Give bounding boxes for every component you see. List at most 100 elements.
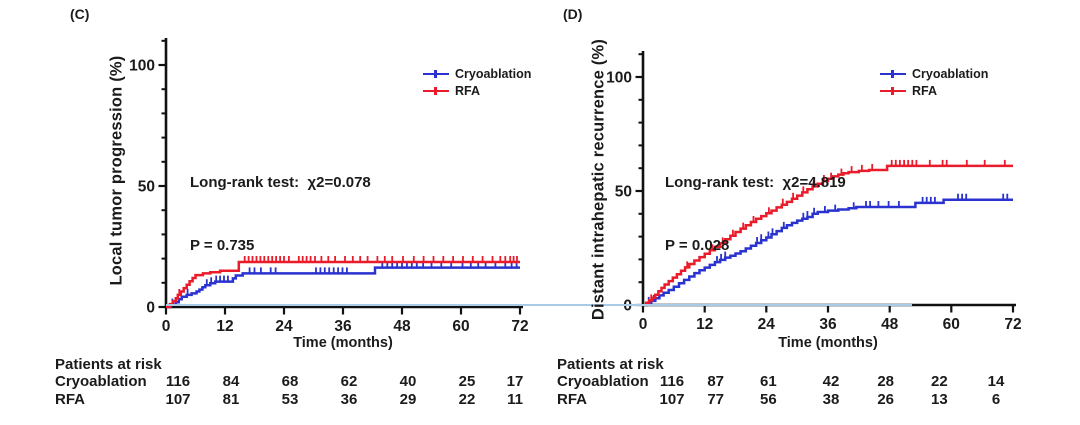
y-tick-label: 100 xyxy=(129,58,155,75)
censor-tick-glyph xyxy=(891,69,894,78)
risk-count: 13 xyxy=(930,391,948,408)
risk-count: 68 xyxy=(281,373,299,390)
risk-count: 11 xyxy=(507,391,523,408)
risk-count: 87 xyxy=(707,373,724,390)
baseline-artifact-line xyxy=(166,304,912,306)
y-tick-label: 50 xyxy=(615,184,632,201)
risk-count: 61 xyxy=(759,373,777,390)
x-tick-label: 48 xyxy=(393,318,411,335)
risk-row-label: RFA xyxy=(55,391,85,408)
x-tick-label: 36 xyxy=(334,318,352,335)
panel-d-legend-item-cryoablation: Cryoablation xyxy=(880,67,988,81)
risk-row-values: 116 84 68 62 40 25 17 xyxy=(0,373,1080,390)
risk-count: 25 xyxy=(458,373,476,390)
panel-c-risk-header: Patients at risk xyxy=(55,356,162,373)
risk-count: 116 xyxy=(165,373,191,390)
cryoablation-curve xyxy=(166,266,520,309)
panel-d-x-axis-title: Time (months) xyxy=(778,335,878,351)
cryoablation-line-swatch xyxy=(423,69,449,78)
risk-count: 42 xyxy=(822,373,840,390)
risk-count: 22 xyxy=(458,391,476,408)
x-tick-label: 36 xyxy=(819,316,837,333)
risk-row-label: Cryoablation xyxy=(55,373,147,390)
panel-d-risk-row-rfa: RFA 107 77 56 38 26 13 6 xyxy=(0,391,1080,408)
x-tick-label: 24 xyxy=(275,318,293,335)
y-tick-label: 0 xyxy=(623,298,632,315)
risk-row-label: RFA xyxy=(557,391,587,408)
risk-count: 6 xyxy=(991,391,1001,408)
risk-count: 28 xyxy=(877,373,894,390)
legend-label-cryoablation: Cryoablation xyxy=(455,67,532,81)
legend-label-cryoablation: Cryoablation xyxy=(912,67,989,81)
cryoablation-line-swatch xyxy=(880,69,906,78)
risk-count: 77 xyxy=(707,391,724,408)
rfa-censor-ticks xyxy=(650,159,1006,302)
risk-count: 107 xyxy=(165,391,191,408)
risk-row-values: 116 87 61 42 28 22 14 xyxy=(0,373,1080,390)
risk-row-label: Cryoablation xyxy=(557,373,649,390)
x-tick-label: 0 xyxy=(639,316,648,333)
rfa-censor-ticks xyxy=(178,256,518,296)
risk-count: 53 xyxy=(281,391,299,408)
risk-count: 38 xyxy=(822,391,840,408)
panel-d-logrank-text: Long-rank test: χ2=4.819 xyxy=(665,174,846,191)
censor-tick-glyph xyxy=(891,86,894,95)
panel-d-legend-item-rfa: RFA xyxy=(880,84,937,98)
risk-count: 116 xyxy=(659,373,685,390)
rfa-curve xyxy=(643,164,1013,307)
x-tick-label: 60 xyxy=(943,316,960,333)
panel-c-logrank-text: Long-rank test: χ2=0.078 xyxy=(190,174,371,191)
risk-count: 29 xyxy=(399,391,417,408)
rfa-line-swatch xyxy=(880,86,906,95)
panel-c-legend-item-cryoablation: Cryoablation xyxy=(423,67,531,81)
risk-row-values: 107 77 56 38 26 13 6 xyxy=(0,391,1080,408)
censor-tick-glyph xyxy=(434,86,437,95)
panel-c-plot: 0 50 100 0 12 24 36 48 60 72 xyxy=(129,38,529,335)
panel-c-stats: Long-rank test: χ2=0.078 P = 0.735 xyxy=(190,130,371,298)
risk-count: 62 xyxy=(340,373,358,390)
risk-count: 17 xyxy=(506,373,524,390)
risk-count: 40 xyxy=(399,373,417,390)
panel-d-risk-row-cryoablation: Cryoablation 116 87 61 42 28 22 14 xyxy=(0,373,1080,390)
panel-c-risk-row-cryoablation: Cryoablation 116 84 68 62 40 25 17 xyxy=(0,373,1080,390)
panel-c-x-axis-title: Time (months) xyxy=(293,335,393,351)
risk-count: 36 xyxy=(340,391,358,408)
y-tick-label: 0 xyxy=(146,300,155,317)
cryoablation-censor-ticks xyxy=(647,193,1009,304)
x-tick-label: 12 xyxy=(216,318,233,335)
panel-d-stats: Long-rank test: χ2=4.819 P = 0.028 xyxy=(665,130,846,298)
risk-count: 84 xyxy=(222,373,240,390)
x-tick-label: 72 xyxy=(511,318,528,335)
x-tick-label: 24 xyxy=(758,316,776,333)
risk-count: 14 xyxy=(987,373,1005,390)
y-tick-label: 100 xyxy=(606,70,632,87)
censor-tick-glyph xyxy=(434,69,437,78)
panel-c-letter: (C) xyxy=(70,6,90,22)
rfa-curve xyxy=(166,260,520,309)
rfa-line-swatch xyxy=(423,86,449,95)
risk-count: 107 xyxy=(659,391,685,408)
risk-count: 26 xyxy=(877,391,894,408)
x-tick-label: 48 xyxy=(881,316,899,333)
panel-d-risk-header: Patients at risk xyxy=(557,356,664,373)
panel-c-pvalue-text: P = 0.735 xyxy=(190,237,255,254)
panel-d-pvalue-text: P = 0.028 xyxy=(665,237,730,254)
x-tick-label: 0 xyxy=(162,318,171,335)
panel-d-letter: (D) xyxy=(563,6,583,22)
panel-d-y-axis-title: Distant intrahepatic recurrence (%) xyxy=(589,38,608,321)
x-tick-label: 60 xyxy=(452,318,469,335)
risk-count: 22 xyxy=(930,373,948,390)
risk-count: 56 xyxy=(759,391,777,408)
legend-label-rfa: RFA xyxy=(912,84,937,98)
panel-c-risk-row-rfa: RFA 107 81 53 36 29 22 11 xyxy=(0,391,1080,408)
panel-c-legend-item-rfa: RFA xyxy=(423,84,480,98)
risk-row-values: 107 81 53 36 29 22 11 xyxy=(0,391,1080,408)
cryoablation-curve xyxy=(643,198,1013,307)
legend-label-rfa: RFA xyxy=(455,84,480,98)
x-tick-label: 72 xyxy=(1004,316,1021,333)
x-tick-label: 12 xyxy=(696,316,713,333)
y-tick-label: 50 xyxy=(138,179,155,196)
